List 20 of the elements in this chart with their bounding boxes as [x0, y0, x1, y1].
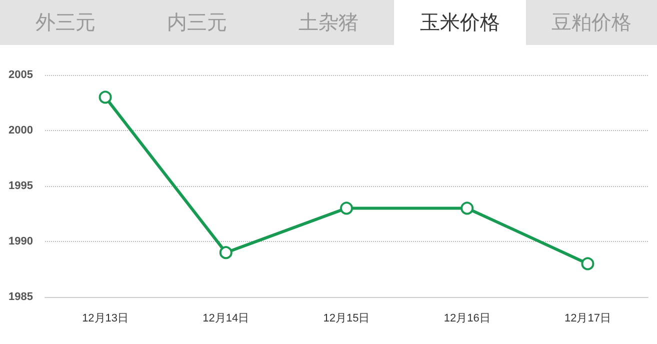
x-tick-label: 12月16日 [444, 312, 490, 324]
point [219, 246, 232, 260]
y-tick-label: 1985 [8, 291, 33, 303]
y-tick-label: 1990 [8, 236, 33, 248]
x-tick-label: 12月17日 [564, 312, 611, 324]
text: 内三元 [166, 9, 228, 36]
point [460, 202, 474, 215]
text: 土杂猪 [298, 9, 360, 36]
point [581, 257, 594, 270]
x-tick-label: 12月13日 [82, 312, 129, 324]
text: 豆粕价格 [550, 9, 632, 36]
point [340, 202, 353, 215]
x-tick-label: 12月15日 [323, 312, 370, 324]
chart-title: 玉米价格 [394, 0, 526, 45]
y-tick-label: 1995 [8, 180, 33, 192]
x-tick-label: 12月14日 [202, 312, 250, 324]
y-tick-label: 2000 [8, 124, 33, 136]
y-tick-label: 2005 [8, 69, 33, 81]
text: 外三元 [34, 9, 97, 36]
point [98, 90, 112, 104]
